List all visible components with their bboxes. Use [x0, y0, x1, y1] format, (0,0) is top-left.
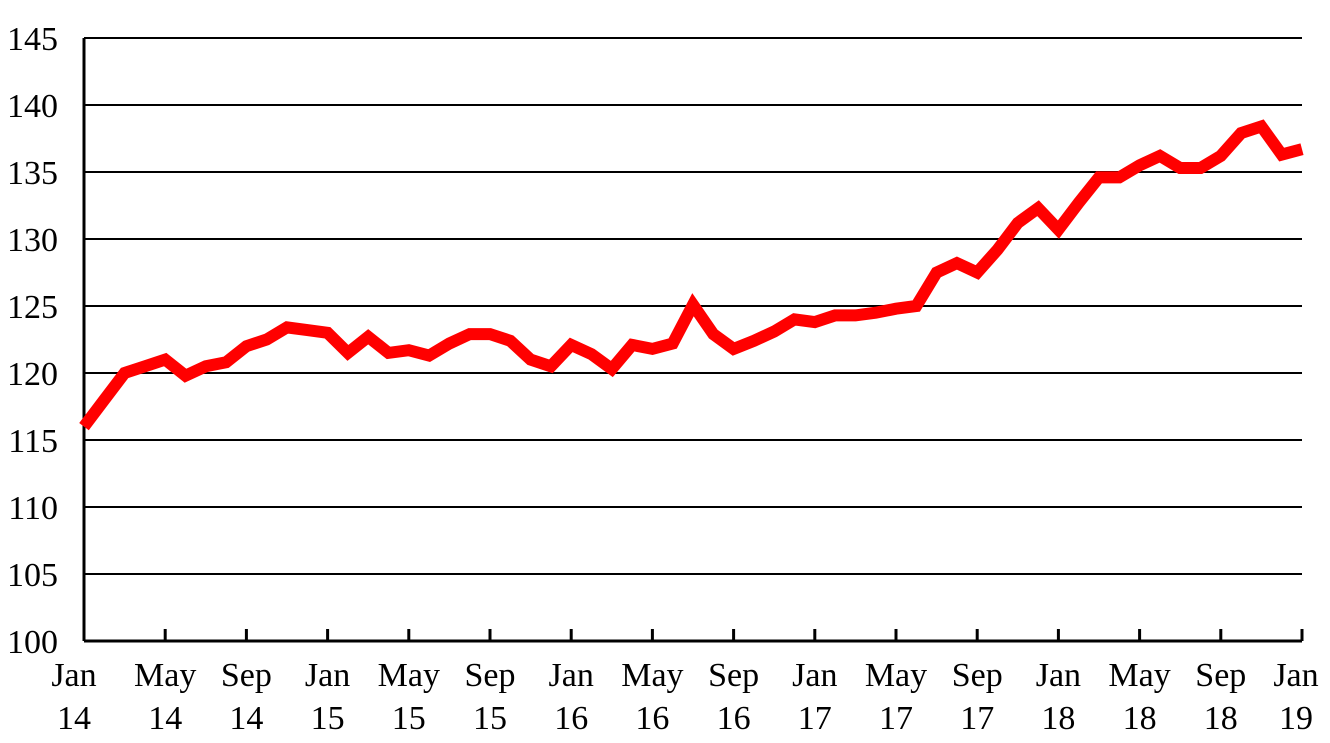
x-tick-label-year: 17	[879, 700, 913, 737]
x-tick-label-year: 17	[960, 700, 994, 737]
x-tick-label-month: Jan	[1273, 657, 1318, 694]
x-tick-label-year: 14	[148, 700, 182, 737]
y-tick-label-130: 130	[7, 222, 58, 259]
x-tick-label-year: 16	[717, 700, 751, 737]
y-axis-tick-labels: 100 105 110 115 120 125 130 135 140 145	[7, 21, 58, 661]
y-tick-label-115: 115	[8, 423, 58, 460]
x-tick-label-year: 17	[798, 700, 832, 737]
y-tick-label-100: 100	[7, 624, 58, 661]
y-tick-label-145: 145	[7, 21, 58, 58]
x-tick-label-year: 14	[57, 700, 91, 737]
x-tick-label-month: Sep	[952, 657, 1003, 694]
x-tick-label-month: May	[378, 657, 440, 694]
x-tick-label-month: Jan	[792, 657, 837, 694]
x-tick-label-year: 18	[1041, 700, 1075, 737]
x-tick-label-month: May	[621, 657, 683, 694]
x-tick-label-year: 18	[1123, 700, 1157, 737]
x-tick-label-year: 15	[392, 700, 426, 737]
x-tick-label-year: 15	[473, 700, 507, 737]
y-tick-label-105: 105	[7, 557, 58, 594]
x-tick-label-month: Jan	[51, 657, 96, 694]
x-tick-label-year: 16	[554, 700, 588, 737]
axes	[82, 38, 1304, 643]
x-tick-label-year: 18	[1204, 700, 1238, 737]
series-line	[79, 119, 1304, 431]
x-tick-label-month: Sep	[708, 657, 759, 694]
y-tick-label-120: 120	[7, 356, 58, 393]
x-tick-label-year: 16	[635, 700, 669, 737]
x-tick-label-year: 14	[229, 700, 263, 737]
x-tick-label-month: Jan	[1036, 657, 1081, 694]
y-tick-label-125: 125	[7, 289, 58, 326]
x-tick-label-month: Sep	[221, 657, 272, 694]
y-tick-label-110: 110	[8, 490, 58, 527]
x-tick-label-year: 15	[311, 700, 345, 737]
x-axis-tick-labels: Jan 14 May 14 Sep 14 Jan 15 May 15 Sep 15 Jan 16 May 16…	[51, 657, 1318, 737]
x-tick-label-month: May	[134, 657, 196, 694]
x-tick-label-year: 19	[1279, 700, 1313, 737]
x-tick-label-month: Sep	[1195, 657, 1246, 694]
x-tick-label-month: Jan	[549, 657, 594, 694]
x-tick-label-month: May	[865, 657, 927, 694]
x-tick-label-month: Sep	[465, 657, 516, 694]
x-tick-label-month: Jan	[305, 657, 350, 694]
x-tick-label-month: May	[1108, 657, 1170, 694]
y-tick-label-135: 135	[7, 155, 58, 192]
y-tick-label-140: 140	[7, 88, 58, 125]
series-layer	[79, 119, 1304, 431]
